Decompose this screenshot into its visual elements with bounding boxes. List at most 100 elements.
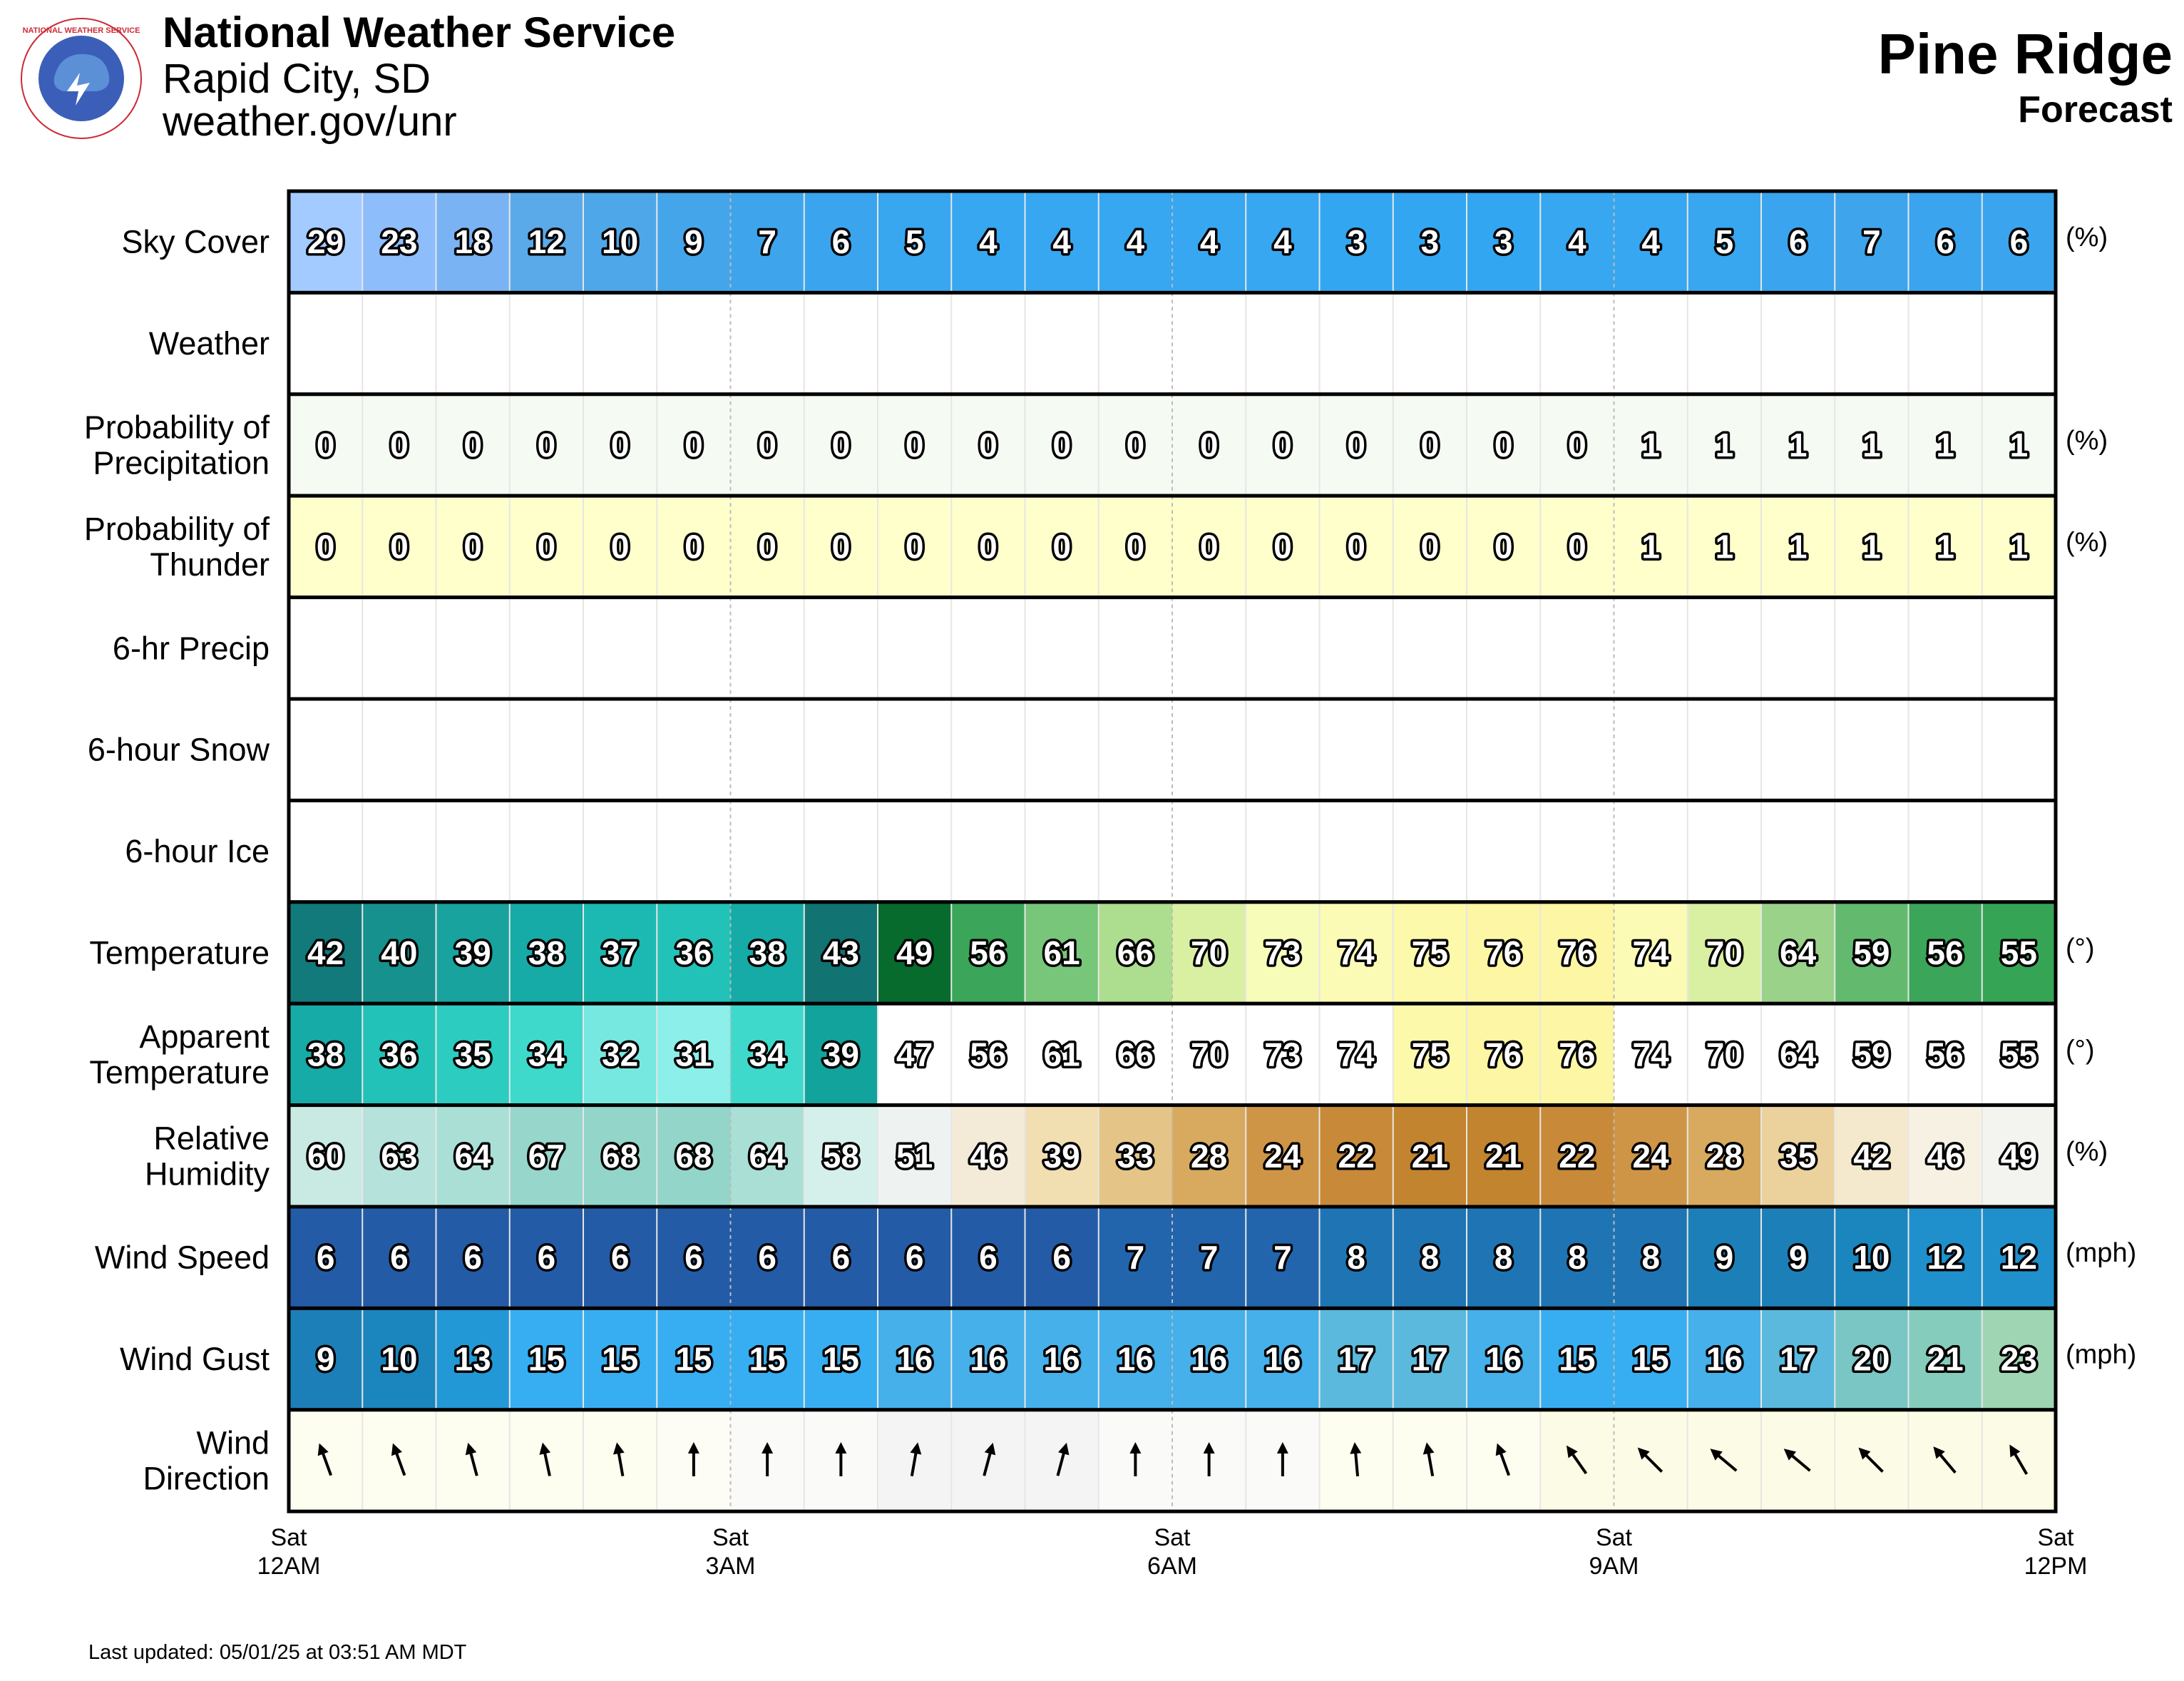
cell-bg [1761,496,1835,598]
cell-value: 15 [602,1341,638,1378]
cell-bg [1761,901,1835,1004]
cell-bg [1172,901,1246,1004]
cell-bg [1025,1308,1099,1410]
cell-value: 16 [970,1341,1006,1378]
cell-bg [583,394,657,496]
cell-bg [509,1308,584,1410]
cell-bg [878,1207,952,1309]
cell-value: 6 [538,1239,556,1276]
cell-bg [657,1003,731,1105]
cell-value: 10 [381,1341,417,1378]
row-label: Precipitation [93,445,270,481]
cell-bg [1540,394,1614,496]
cell-bg [583,1003,657,1105]
cell-bg [1614,800,1688,902]
cell-value: 28 [1706,1138,1743,1175]
wind-arrow-icon [910,1442,922,1477]
cell-value: 36 [675,934,712,971]
cell-bg [1393,1105,1467,1207]
cell-bg [1982,1003,2056,1105]
cell-bg [804,496,878,598]
cell-bg [1540,1003,1614,1105]
cell-bg [1098,191,1173,293]
cell-bg [1025,1105,1099,1207]
cell-value: 66 [1117,934,1154,971]
cell-bg [1393,699,1467,801]
cell-bg [583,191,657,293]
row-label: 6-hour Snow [88,732,270,768]
cell-bg [1319,699,1394,801]
wind-arrow-icon [613,1442,625,1477]
cell-bg [1614,1207,1688,1309]
office-name: Rapid City, SD [163,56,431,102]
row-label: Humidity [145,1155,270,1192]
cell-bg [1172,597,1246,699]
cell-bg [1761,1308,1835,1410]
cell-value: 67 [528,1138,565,1175]
row-label: 6-hour Ice [125,833,270,869]
cell-value: 76 [1559,934,1595,971]
cell-bg [583,1308,657,1410]
row-label: Temperature [89,935,270,971]
cell-value: 0 [832,528,851,565]
cell-value: 64 [1780,1036,1817,1073]
cell-value: 73 [1264,1036,1301,1073]
cell-bg [1614,1003,1688,1105]
cell-bg [362,901,436,1004]
cell-value: 75 [1412,934,1448,971]
cell-bg [1835,191,1909,293]
cell-bg [657,292,731,394]
cell-bg [1098,496,1173,598]
cell-bg [878,901,952,1004]
cell-bg [657,496,731,598]
cell-value: 42 [307,934,344,971]
cell-value: 7 [1273,1239,1292,1276]
cell-value: 6 [832,1239,851,1276]
cell-bg [509,699,584,801]
cell-bg [1319,901,1394,1004]
cell-bg [1687,1105,1762,1207]
cell-value: 0 [317,426,335,464]
cell-bg [1835,901,1909,1004]
cell-value: 16 [1117,1341,1154,1378]
cell-bg [1687,1207,1762,1309]
cell-value: 7 [1200,1239,1219,1276]
cell-value: 51 [896,1138,933,1175]
cell-bg [1982,1207,2056,1309]
cell-bg [436,1105,511,1207]
cell-bg [804,191,878,293]
cell-bg [1687,699,1762,801]
cell-value: 24 [1264,1138,1301,1175]
cell-value: 6 [463,1239,482,1276]
cell-value: 56 [1927,934,1964,971]
cell-bg [1982,800,2056,902]
wind-arrow-icon [2009,1444,2029,1476]
cell-bg [1835,1003,1909,1105]
cell-value: 74 [1633,934,1670,971]
cell-value: 55 [2001,934,2037,971]
cell-value: 1 [1789,426,1808,464]
cell-bg [1761,1207,1835,1309]
cell-bg [362,597,436,699]
cell-bg [1467,1003,1541,1105]
cell-bg [1614,1105,1688,1207]
cell-bg [730,292,805,394]
cell-bg [509,1003,584,1105]
cell-value: 4 [1273,223,1292,260]
cell-value: 0 [1495,528,1513,565]
cell-bg [951,800,1025,902]
site-url[interactable]: weather.gov/unr [163,98,457,145]
cell-value: 21 [1485,1138,1522,1175]
cell-bg [1319,1003,1394,1105]
cell-bg [804,901,878,1004]
cell-value: 8 [1568,1239,1586,1276]
wind-arrow-icon [1350,1442,1362,1477]
wind-arrow-icon [835,1442,847,1476]
cell-value: 15 [528,1341,565,1378]
cell-value: 61 [1044,1036,1080,1073]
cell-bg [1908,1207,1983,1309]
cell-value: 68 [602,1138,638,1175]
cell-value: 49 [896,934,933,971]
cell-bg [1908,597,1983,699]
cell-value: 75 [1412,1036,1448,1073]
